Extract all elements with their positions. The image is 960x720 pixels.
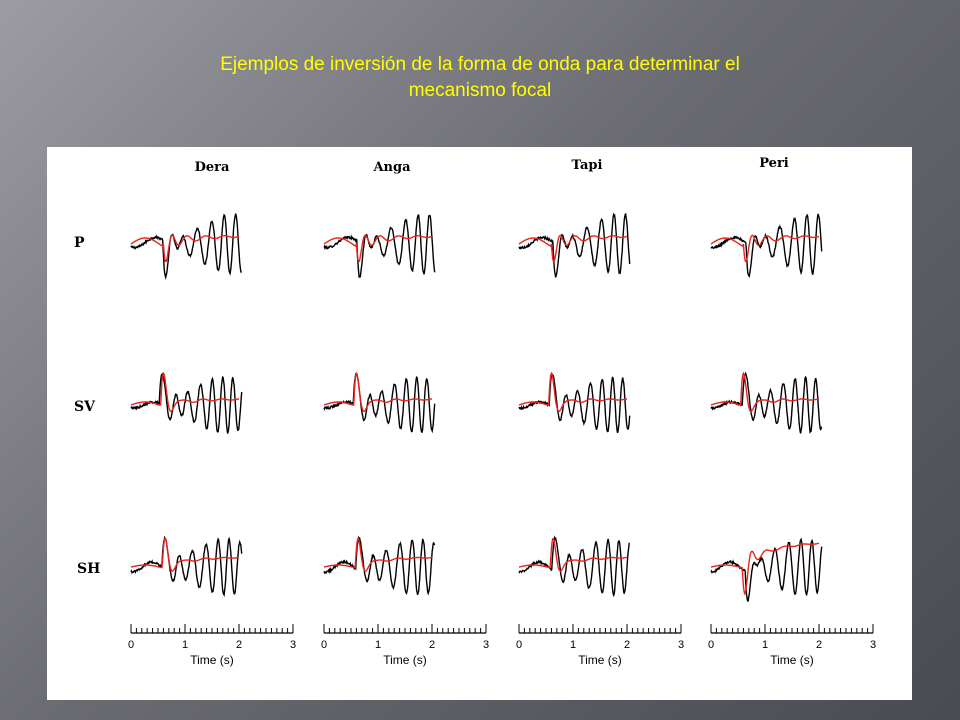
slide-title-line-2: mecanismo focal (408, 80, 552, 101)
synthetic-trace-tapi-sv (518, 371, 627, 413)
waveform-figure: Dera Anga Tapi Peri P SV SH 0 1 2 3 Time (s)… (47, 147, 912, 700)
tick-label-2: 2 (429, 639, 435, 651)
synthetic-trace-peri-p (710, 234, 820, 263)
station-label-anga: Anga (372, 160, 411, 175)
time-axis-tapi: 0 1 2 3 Time (s) (516, 624, 684, 667)
tick-label-3: 3 (870, 639, 876, 651)
observed-trace-anga-sh (323, 535, 436, 596)
tick-label-0: 0 (708, 639, 714, 651)
observed-trace-peri-sv (710, 371, 823, 434)
tick-label-3: 3 (678, 639, 684, 651)
component-label-sh: SH (77, 561, 100, 577)
tick-label-1: 1 (762, 639, 768, 651)
observed-trace-anga-p (323, 214, 436, 279)
observed-trace-tapi-sv (518, 372, 631, 433)
observed-trace-dera-sv (130, 372, 243, 434)
observed-trace-dera-p (130, 213, 242, 280)
slide-title: Ejemplos de inversión de la forma de ond… (100, 52, 860, 104)
synthetic-trace-peri-sv (710, 371, 819, 413)
tick-label-2: 2 (236, 639, 242, 651)
time-axis-anga: 0 1 2 3 Time (s) (321, 624, 489, 667)
axis-label: Time (s) (578, 653, 622, 667)
synthetic-trace-dera-sv (130, 371, 239, 413)
time-axis-dera: 0 1 2 3 Time (s) (128, 624, 296, 667)
synthetic-trace-anga-sh (323, 537, 433, 572)
component-label-sv: SV (74, 399, 96, 415)
observed-trace-peri-p (710, 213, 823, 278)
synthetic-trace-anga-p (323, 234, 433, 263)
trace-layer (130, 212, 823, 602)
tick-label-2: 2 (624, 639, 630, 651)
time-axes-layer: 0 1 2 3 Time (s) 0 1 2 3 Time (s) 0 1 2 3 Time (s) 0 1 2 3… (128, 624, 876, 667)
observed-trace-tapi-sh (518, 535, 631, 598)
tick-label-1: 1 (570, 639, 576, 651)
synthetic-trace-tapi-p (518, 234, 628, 263)
observed-trace-peri-sh (710, 537, 823, 602)
tick-label-0: 0 (516, 639, 522, 651)
observed-trace-dera-sh (130, 535, 243, 597)
tick-label-1: 1 (182, 639, 188, 651)
station-label-tapi: Tapi (572, 158, 603, 173)
axis-label: Time (s) (770, 653, 814, 667)
slide-title-line-1: Ejemplos de inversión de la forma de ond… (220, 54, 740, 75)
synthetic-trace-dera-p (130, 234, 240, 263)
station-label-dera: Dera (195, 160, 230, 175)
tick-label-1: 1 (375, 639, 381, 651)
tick-label-0: 0 (321, 639, 327, 651)
component-label-p: P (74, 235, 85, 251)
tick-label-3: 3 (483, 639, 489, 651)
synthetic-trace-peri-sh (710, 542, 820, 596)
time-axis-peri: 0 1 2 3 Time (s) (708, 624, 876, 667)
tick-label-3: 3 (290, 639, 296, 651)
synthetic-trace-anga-sv (323, 371, 432, 413)
axis-label: Time (s) (383, 653, 427, 667)
synthetic-trace-tapi-sh (518, 537, 628, 572)
observed-trace-tapi-p (518, 212, 631, 278)
station-label-peri: Peri (759, 156, 789, 171)
tick-label-0: 0 (128, 639, 134, 651)
synthetic-trace-dera-sh (130, 537, 240, 572)
observed-trace-anga-sv (323, 373, 436, 434)
tick-label-2: 2 (816, 639, 822, 651)
axis-label: Time (s) (190, 653, 234, 667)
waveform-grid: Dera Anga Tapi Peri P SV SH 0 1 2 3 Time (s)… (74, 156, 876, 667)
